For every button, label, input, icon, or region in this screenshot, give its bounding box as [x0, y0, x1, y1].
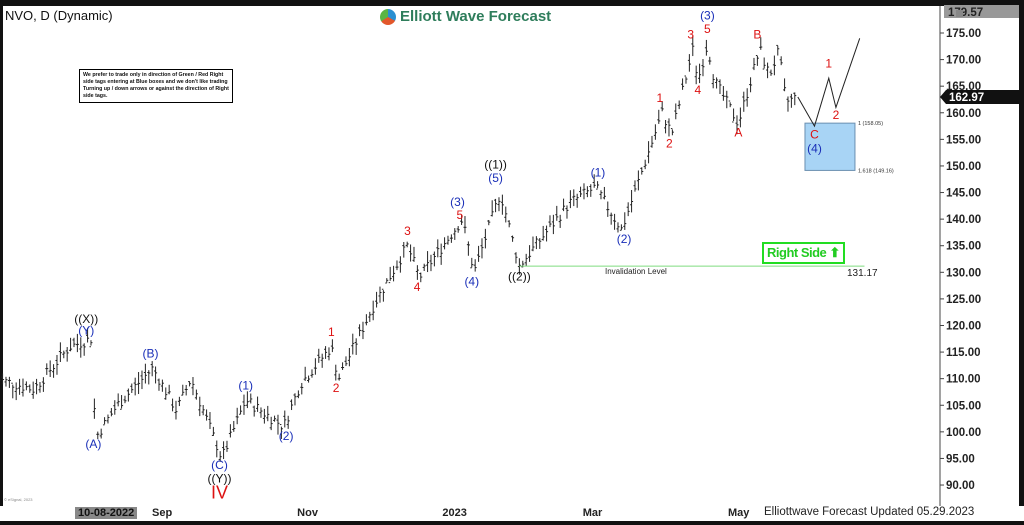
- wave-label: 3: [687, 27, 694, 41]
- y-tick-label: 150.00: [946, 161, 981, 173]
- y-tick-label: 175.00: [946, 28, 981, 40]
- arrow-up-icon: ⬆: [829, 245, 840, 260]
- wave-label: (3): [700, 9, 715, 23]
- y-tick-label: 115.00: [946, 347, 981, 359]
- x-tick-label: Sep: [152, 507, 173, 519]
- wave-label: (3): [450, 195, 465, 209]
- y-tick-label: 130.00: [946, 267, 981, 279]
- top-price-label: 179.57: [948, 7, 983, 19]
- wave-label: ((2)): [508, 269, 531, 283]
- x-tick-label: Nov: [297, 507, 318, 519]
- y-tick-label: 100.00: [946, 427, 981, 439]
- wave-label: 4: [695, 83, 702, 97]
- wave-label: (1): [591, 166, 606, 180]
- wave-label: ((X)): [74, 312, 98, 326]
- chart-title: NVO, D (Dynamic): [5, 8, 113, 23]
- expand-icon[interactable]: [956, 10, 963, 17]
- y-tick-label: 135.00: [946, 241, 981, 253]
- wave-label: (A): [85, 437, 101, 451]
- wave-label: 1: [825, 57, 832, 71]
- invalidation-label: Invalidation Level: [605, 267, 667, 276]
- last-price-marker: [940, 89, 1019, 104]
- trading-note: We prefer to trade only in direction of …: [79, 69, 233, 103]
- right-side-tag: Right Side ⬆: [762, 242, 845, 264]
- time-axis: [0, 506, 1024, 521]
- wave-label: C: [810, 127, 819, 141]
- wave-label: ((1)): [484, 158, 507, 172]
- projection-path: [797, 38, 861, 128]
- wave-label: A: [734, 126, 742, 140]
- wave-label: 5: [457, 208, 464, 222]
- wave-label: 2: [833, 108, 840, 122]
- x-tick-label: Mar: [582, 507, 603, 519]
- wave-label: B: [753, 27, 761, 41]
- invalidation-price: 131.17: [847, 268, 878, 279]
- wave-label: 1: [656, 91, 663, 105]
- wave-label: (4): [464, 275, 479, 289]
- wave-label: IV: [211, 482, 228, 502]
- box-top-label: 1 (158.05): [858, 121, 883, 127]
- wave-label: (5): [488, 171, 503, 185]
- wave-label: 2: [333, 381, 340, 395]
- wave-label: 5: [704, 22, 711, 36]
- y-tick-label: 140.00: [946, 214, 981, 226]
- y-tick-label: 145.00: [946, 188, 981, 200]
- wave-label: (C): [211, 458, 228, 472]
- wave-label: 3: [404, 224, 411, 238]
- y-tick-label: 155.00: [946, 134, 981, 146]
- wave-label: (4): [807, 142, 822, 156]
- wave-label: (2): [279, 429, 294, 443]
- last-price-label: 162.97: [949, 92, 984, 104]
- box-bottom-label: 1.618 (149.16): [858, 168, 894, 174]
- y-tick-label: 125.00: [946, 294, 981, 306]
- wave-label: 2: [666, 136, 673, 150]
- wave-label: 4: [414, 280, 421, 294]
- wave-label: 1: [328, 325, 335, 339]
- updated-text: Elliottwave Forecast Updated 05.29.2023: [764, 506, 975, 518]
- x-tick-label: 10-08-2022: [75, 507, 138, 519]
- y-tick-label: 95.00: [946, 453, 975, 465]
- y-tick-label: 110.00: [946, 374, 981, 386]
- wave-label: (Y): [78, 324, 94, 338]
- right-side-label: Right Side: [767, 245, 827, 260]
- wave-label: (B): [142, 346, 158, 360]
- logo: Elliott Wave Forecast: [380, 8, 551, 25]
- y-tick-label: 160.00: [946, 108, 981, 120]
- x-tick-label: May: [727, 507, 750, 519]
- x-tick-label: 2023: [442, 507, 467, 519]
- y-tick-label: 170.00: [946, 55, 981, 67]
- logo-icon: [380, 8, 396, 25]
- esignal-credit: © eSignal, 2023: [4, 497, 33, 502]
- logo-text: Elliott Wave Forecast: [400, 8, 552, 25]
- wave-label: (2): [617, 232, 632, 246]
- y-tick-label: 120.00: [946, 320, 981, 332]
- y-tick-label: 105.00: [946, 400, 981, 412]
- wave-label: ((Y)): [208, 471, 232, 485]
- wave-label: (1): [238, 378, 253, 392]
- blue-box: [804, 122, 856, 171]
- y-tick-label: 90.00: [946, 480, 975, 492]
